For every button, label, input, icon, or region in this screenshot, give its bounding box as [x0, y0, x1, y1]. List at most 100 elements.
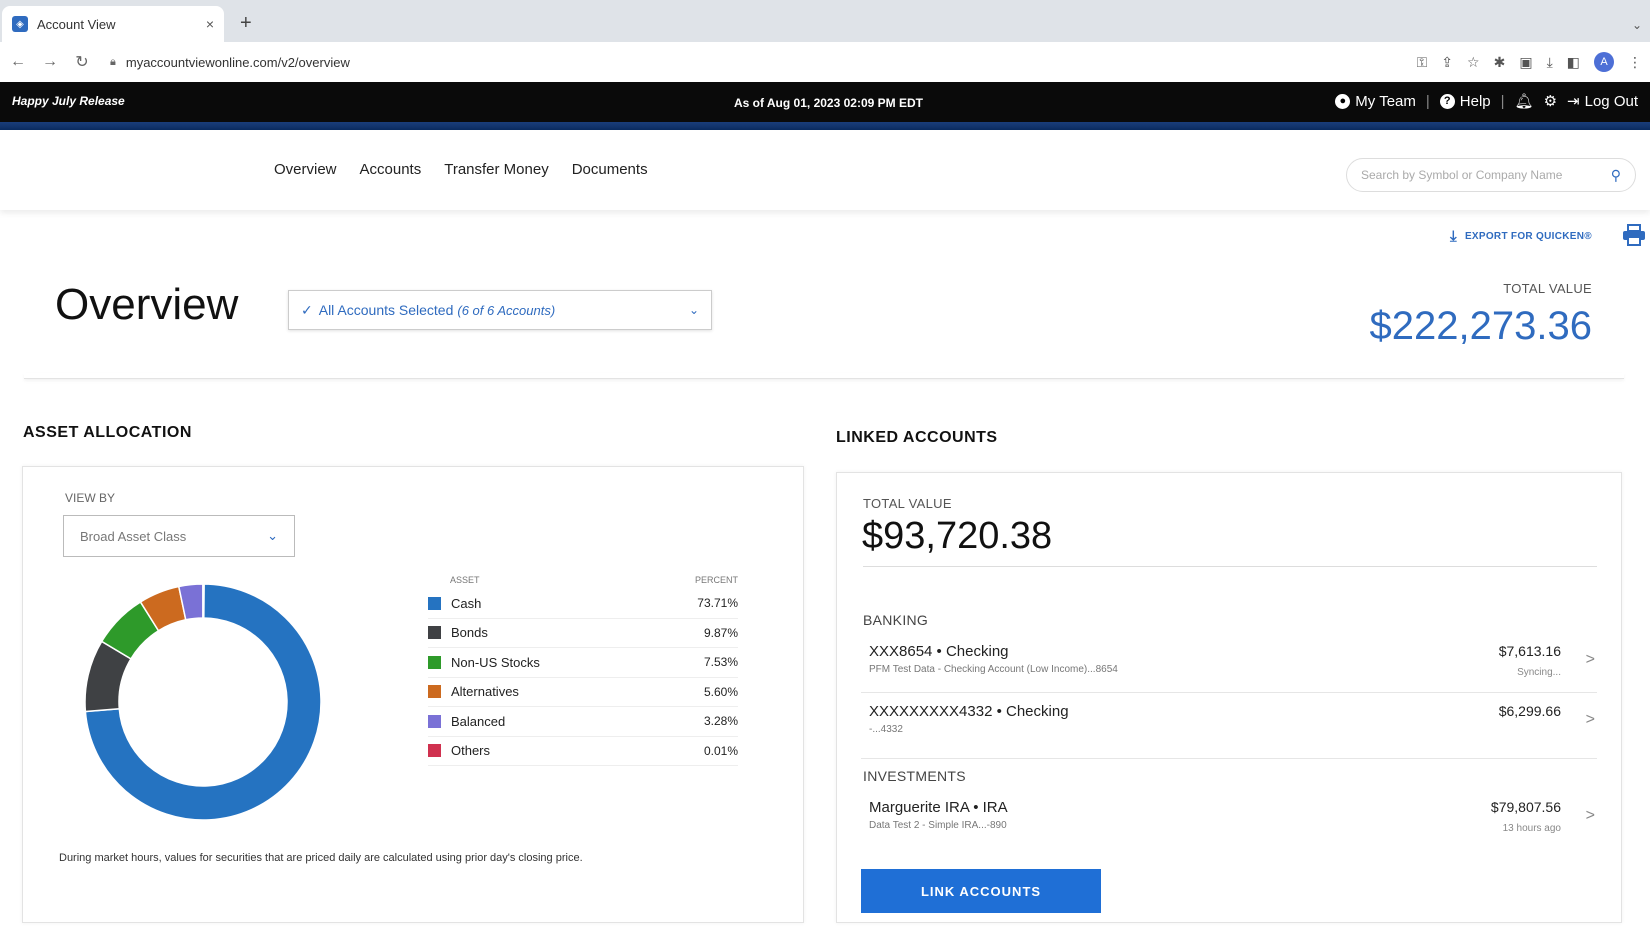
legend-percent: 5.60%	[703, 684, 738, 699]
app-bar-accent	[0, 122, 1650, 130]
settings-button[interactable]: ⚙	[1544, 92, 1557, 110]
reload-icon[interactable]: ↻	[75, 54, 89, 71]
address-bar: ← → ↻ 🔒︎ myaccountviewonline.com/v2/over…	[0, 42, 1650, 82]
account-name: Marguerite IRA • IRA	[869, 799, 1008, 816]
url-field[interactable]: 🔒︎ myaccountviewonline.com/v2/overview	[110, 55, 350, 70]
asset-allocation-card: VIEW BY Broad Asset Class ⌄ ASSET PERCEN…	[22, 466, 804, 923]
sidebar-icon[interactable]: ◧	[1566, 53, 1580, 70]
symbol-search: ⚲	[1346, 158, 1636, 192]
as-of-timestamp: As of Aug 01, 2023 02:09 PM EDT	[734, 96, 923, 110]
donut-slice-cash[interactable]	[84, 583, 322, 821]
account-selector-label: All Accounts Selected	[318, 302, 454, 318]
legend-percent: 7.53%	[703, 655, 738, 670]
legend-row: Cash 73.71%	[428, 589, 738, 619]
lock-icon: 🔒︎	[110, 55, 116, 68]
legend-swatch	[428, 685, 441, 699]
legend-swatch	[428, 655, 441, 669]
account-sub: -...4332	[869, 724, 903, 735]
legend-row: Bonds 9.87%	[428, 619, 738, 648]
search-icon[interactable]: ⚲	[1610, 166, 1621, 183]
browser-menu-icon[interactable]: ⋮	[1628, 53, 1642, 70]
account-name: XXX8654 • Checking	[869, 643, 1009, 660]
browser-tab-bar: ◈ Account View × + ⌄	[0, 0, 1650, 42]
total-value-label: TOTAL VALUE	[1503, 281, 1592, 296]
help-link[interactable]: ? Help	[1439, 92, 1491, 110]
legend-asset-name: Balanced	[451, 713, 506, 729]
divider	[863, 566, 1597, 567]
help-label: Help	[1459, 92, 1491, 110]
divider	[861, 692, 1597, 693]
account-selector-count: (6 of 6 Accounts)	[457, 302, 556, 318]
help-icon: ?	[1439, 93, 1455, 109]
check-icon: ✓	[301, 301, 313, 318]
my-team-link[interactable]: ● My Team	[1335, 93, 1416, 110]
tab-search-chevron-icon[interactable]: ⌄	[1631, 18, 1642, 32]
asset-allocation-title: ASSET ALLOCATION	[23, 424, 192, 441]
legend-percent: 9.87%	[703, 625, 738, 640]
back-icon[interactable]: ←	[10, 53, 26, 70]
legend-asset-name: Cash	[451, 595, 482, 611]
screenshot-icon[interactable]: ▣	[1519, 53, 1533, 70]
nav-item-accounts[interactable]: Accounts	[359, 161, 422, 178]
bell-icon: 🔔︎	[1514, 93, 1534, 110]
asset-allocation-donut-chart	[84, 583, 322, 821]
account-status: Syncing...	[1517, 667, 1561, 678]
legend-row: Alternatives 5.60%	[428, 678, 738, 707]
divider	[861, 758, 1597, 759]
key-icon[interactable]: ⚿	[1416, 53, 1428, 70]
separator: |	[1425, 92, 1430, 110]
legend-asset-name: Non-US Stocks	[451, 654, 540, 670]
main-nav: Overview Accounts Transfer Money Documen…	[0, 130, 1650, 210]
account-balance: $7,613.16	[1498, 643, 1561, 659]
top-links: ● My Team | ? Help | 🔔︎ ⚙ ⇥ Log Out	[1335, 92, 1638, 110]
account-balance: $6,299.66	[1498, 703, 1561, 719]
legend-swatch	[428, 744, 441, 758]
forward-icon[interactable]: →	[42, 53, 58, 70]
legend-row: Non-US Stocks 7.53%	[428, 648, 738, 678]
search-input[interactable]	[1361, 168, 1611, 182]
user-icon: ●	[1335, 93, 1351, 109]
legend-asset-name: Alternatives	[451, 684, 519, 700]
star-icon[interactable]: ☆	[1467, 53, 1480, 70]
share-icon[interactable]: ⇪	[1441, 53, 1454, 70]
nav-item-transfer-money[interactable]: Transfer Money	[444, 161, 549, 178]
legend-asset-header: ASSET	[450, 575, 480, 585]
legend-row: Balanced 3.28%	[428, 707, 738, 737]
print-icon[interactable]	[1622, 224, 1646, 246]
linked-total-value: $93,720.38	[862, 515, 1053, 557]
legend-swatch	[428, 714, 441, 728]
account-selector[interactable]: ✓ All Accounts Selected (6 of 6 Accounts…	[288, 290, 712, 330]
extensions-icon[interactable]: ✱	[1493, 53, 1506, 70]
logout-icon: ⇥	[1567, 93, 1580, 110]
close-tab-icon[interactable]: ×	[205, 16, 214, 32]
donut-slice-others[interactable]	[202, 583, 205, 619]
view-by-select[interactable]: Broad Asset Class ⌄	[63, 515, 295, 557]
account-sub: PFM Test Data - Checking Account (Low In…	[869, 664, 1118, 675]
nav-item-overview[interactable]: Overview	[274, 161, 337, 178]
nav-item-documents[interactable]: Documents	[571, 161, 648, 178]
chevron-right-icon: >	[1585, 807, 1595, 824]
linked-total-value-label: TOTAL VALUE	[863, 496, 952, 511]
view-by-value: Broad Asset Class	[80, 528, 187, 544]
link-accounts-button[interactable]: LINK ACCOUNTS	[861, 869, 1101, 913]
view-by-label: VIEW BY	[65, 491, 116, 505]
account-row-investment-1[interactable]: Marguerite IRA • IRA Data Test 2 - Simpl…	[861, 799, 1601, 855]
legend-swatch	[428, 596, 441, 610]
download-icon[interactable]: ⤓	[1546, 53, 1553, 70]
banking-label: BANKING	[863, 612, 929, 628]
legend-percent: 0.01%	[703, 743, 738, 758]
page-title: Overview	[55, 280, 239, 329]
logout-link[interactable]: ⇥ Log Out	[1567, 92, 1638, 111]
account-row-banking-2[interactable]: XXXXXXXXX4332 • Checking -...4332 $6,299…	[861, 703, 1601, 759]
header-divider	[24, 373, 1624, 379]
linked-accounts-title: LINKED ACCOUNTS	[836, 429, 998, 446]
notifications-button[interactable]: 🔔︎	[1515, 92, 1534, 110]
browser-tab[interactable]: ◈ Account View ×	[2, 6, 224, 42]
account-row-banking-1[interactable]: XXX8654 • Checking PFM Test Data - Check…	[861, 643, 1601, 699]
profile-avatar[interactable]: A	[1594, 52, 1614, 72]
pricing-disclaimer: During market hours, values for securiti…	[59, 852, 583, 864]
browser-toolbar-icons: ⚿ ⇪ ☆ ✱ ▣ ⤓ ◧ A ⋮	[1417, 52, 1642, 72]
new-tab-icon[interactable]: +	[240, 12, 252, 34]
total-value: $222,273.36	[1369, 304, 1592, 348]
export-quicken-button[interactable]: ⤓ EXPORT FOR QUICKEN®	[1450, 228, 1592, 245]
